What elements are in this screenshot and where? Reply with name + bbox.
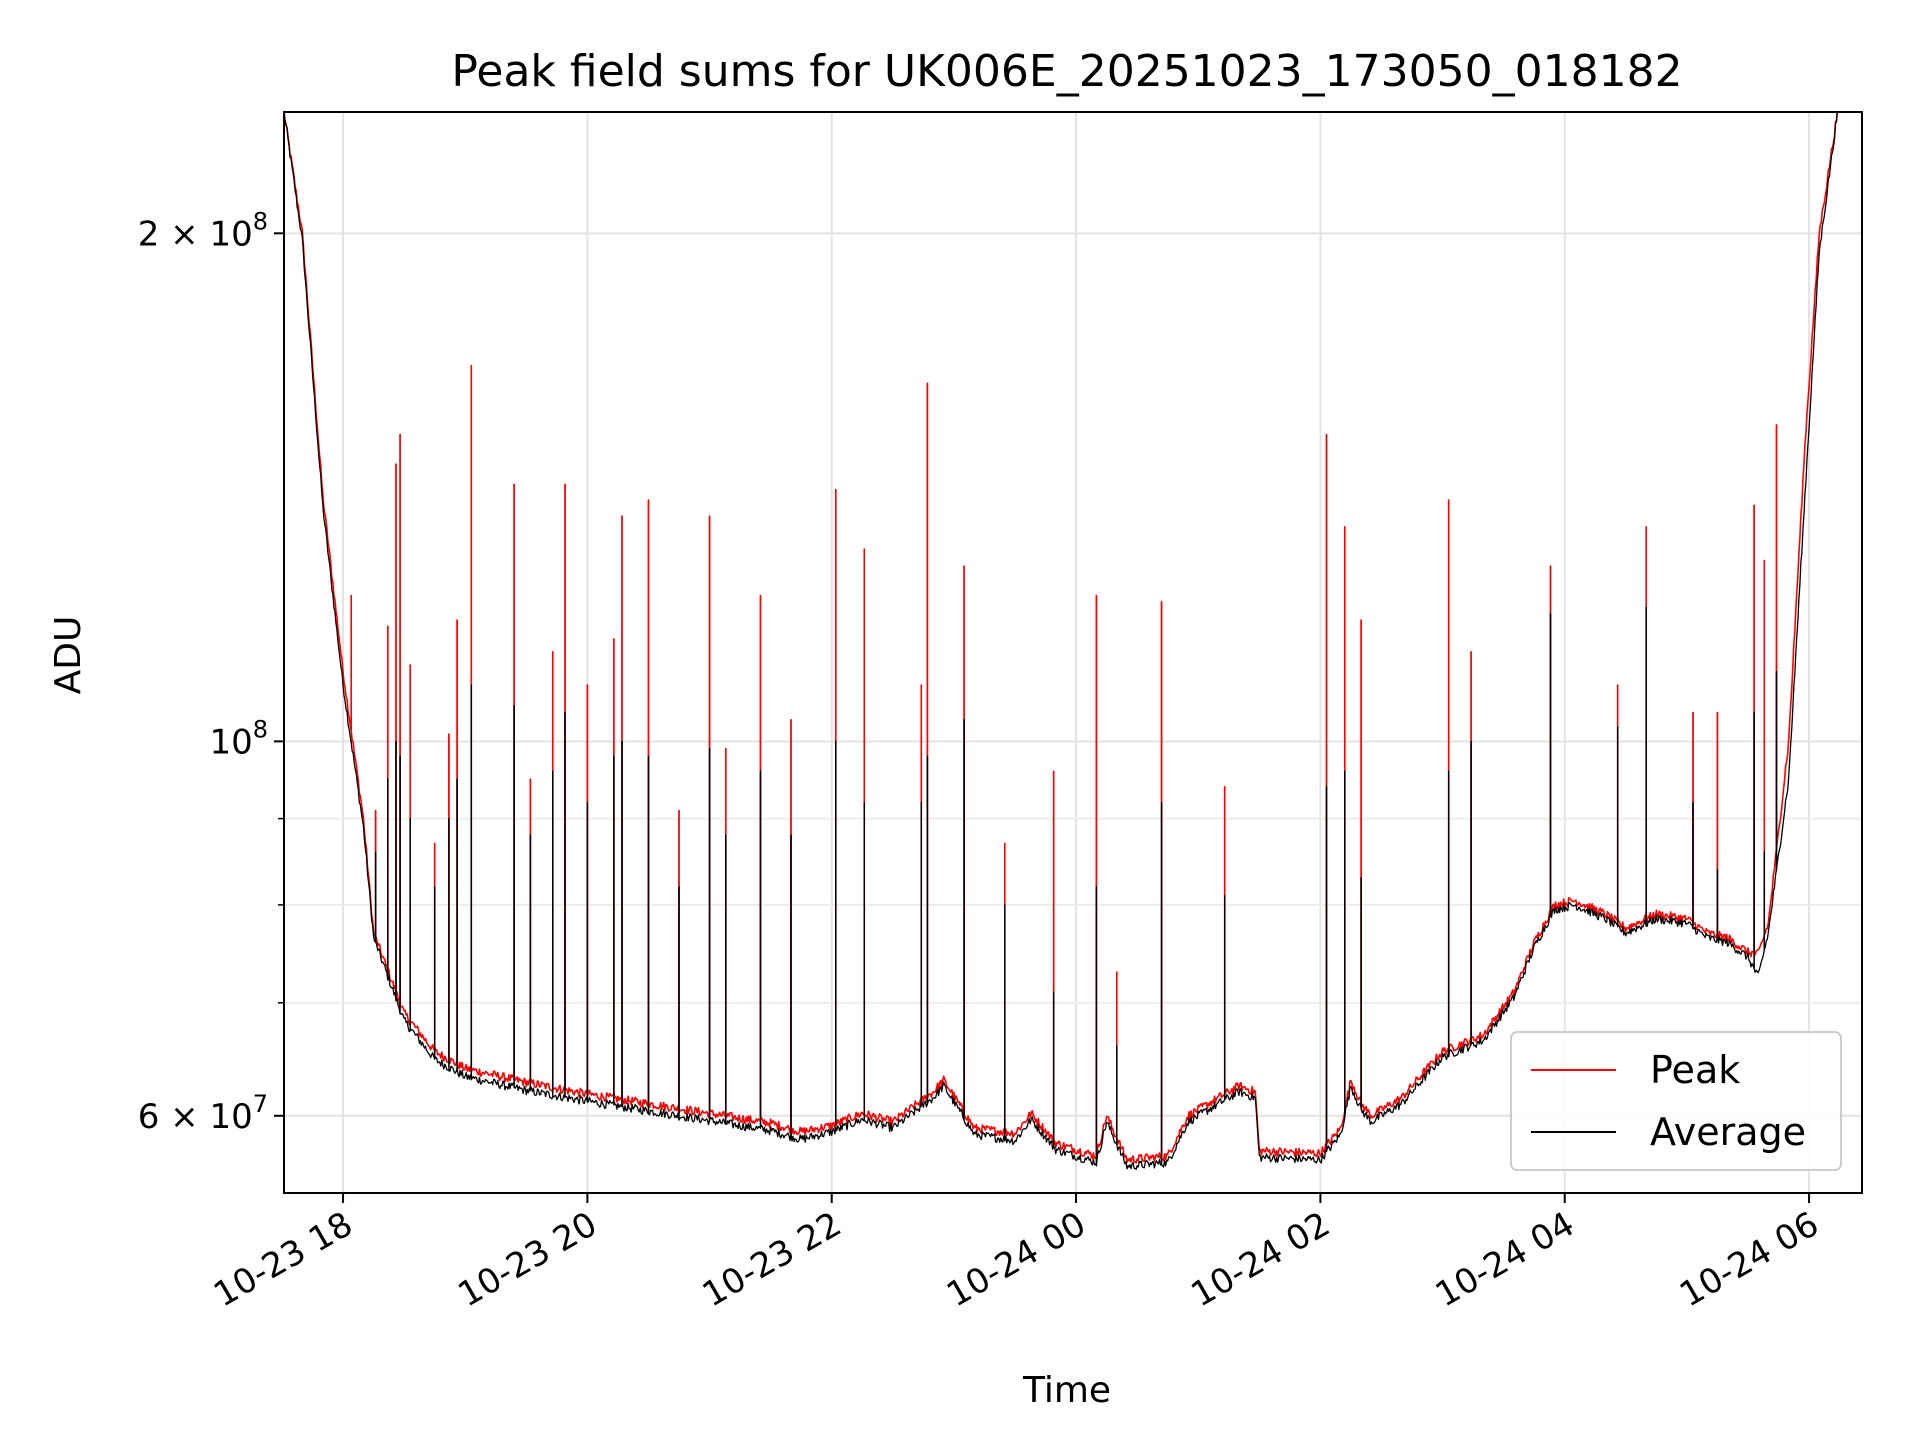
plot-frame bbox=[283, 111, 1863, 1194]
y-tick-label: 6 × 107 bbox=[138, 1090, 268, 1137]
data-layer bbox=[284, 112, 1839, 1171]
series-line-peak bbox=[284, 112, 1839, 1164]
series-line-average bbox=[284, 112, 1838, 1171]
chart-title: Peak field sums for UK006E_20251023_1730… bbox=[451, 46, 1682, 97]
grid-layer bbox=[284, 112, 1862, 1193]
y-tick-label: 2 × 108 bbox=[138, 207, 268, 254]
y-tick-label: 108 bbox=[209, 715, 268, 762]
y-axis-title: ADU bbox=[48, 616, 89, 695]
legend: Peak Average bbox=[1510, 1031, 1842, 1171]
legend-box bbox=[1510, 1031, 1842, 1171]
x-axis-title: Time bbox=[1022, 1370, 1111, 1411]
legend-label-peak: Peak bbox=[1650, 1048, 1740, 1092]
legend-label-average: Average bbox=[1650, 1110, 1806, 1154]
